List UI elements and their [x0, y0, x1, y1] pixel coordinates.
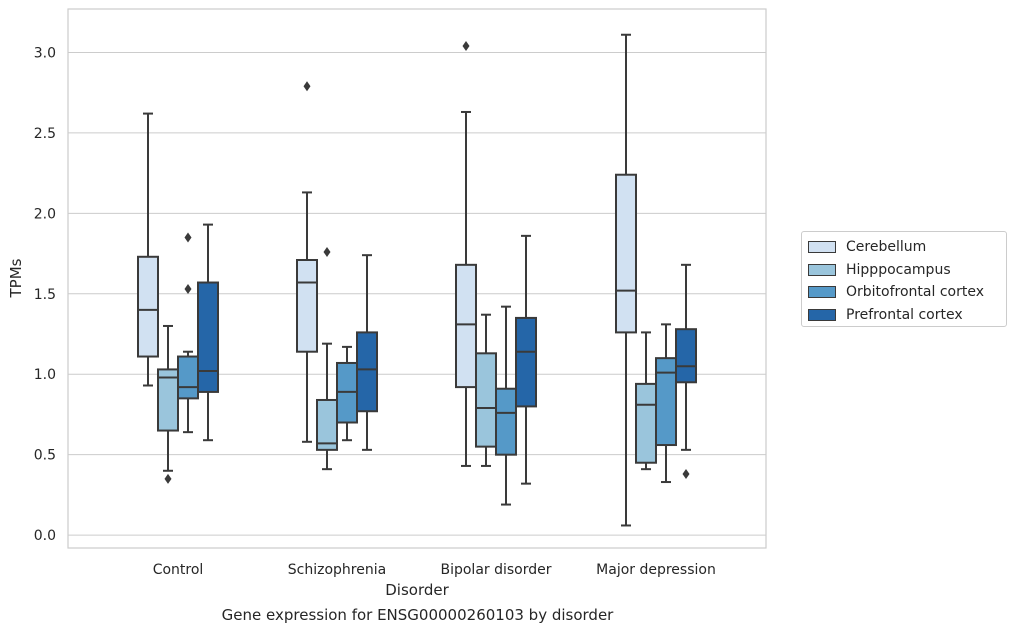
outlier-point [184, 232, 192, 243]
x-axis-title: Disorder [385, 581, 449, 599]
box [137, 112, 159, 387]
legend-swatch-hippocampus [808, 263, 836, 276]
legend-label-orbitofrontal-cortex: Orbitofrontal cortex [846, 284, 984, 301]
x-tick-label: Bipolar disorder [440, 562, 551, 578]
outlier-point [164, 473, 172, 484]
box-iqr [475, 352, 497, 448]
legend-swatch-cerebellum [808, 241, 836, 254]
box-iqr [455, 263, 477, 389]
box [495, 305, 517, 506]
x-tick-label: Control [153, 562, 204, 578]
y-axis-title: TPMs [7, 258, 25, 298]
box-iqr [137, 255, 159, 358]
legend-item-prefrontal-cortex: Prefrontal cortex [808, 304, 1006, 327]
series-3 [197, 223, 697, 485]
series-2 [177, 232, 677, 506]
outlier-point [682, 468, 690, 479]
box-iqr [675, 328, 697, 384]
legend-label-cerebellum: Cerebellum [846, 239, 927, 256]
legend-label-hippocampus: Hipppocampus [846, 261, 951, 278]
y-tick-labels: 0.0 0.5 1.0 1.5 2.0 2.5 3.0 [34, 45, 56, 544]
box-iqr [495, 387, 517, 456]
box-iqr [296, 258, 318, 353]
box-plot-series [137, 33, 697, 527]
x-tick-label: Schizophrenia [288, 562, 386, 578]
box [455, 41, 477, 467]
y-tick-label: 2.0 [34, 206, 56, 222]
box-iqr [316, 398, 338, 451]
box-iqr [157, 368, 179, 432]
series-1 [157, 246, 657, 484]
box-iqr [515, 316, 537, 408]
outlier-point [184, 283, 192, 294]
box [615, 33, 637, 527]
chart-caption: Gene expression for ENSG00000260103 by d… [221, 606, 614, 624]
legend-item-hippocampus: Hipppocampus [808, 259, 1006, 282]
box [316, 246, 338, 471]
box [515, 234, 537, 485]
y-tick-label: 2.5 [34, 126, 56, 142]
box-iqr [615, 173, 637, 334]
y-tick-label: 0.5 [34, 448, 56, 464]
box [635, 331, 657, 471]
box-iqr [197, 281, 219, 393]
grid-lines [68, 51, 766, 536]
box [177, 232, 199, 434]
box [655, 323, 677, 484]
legend-swatch-orbitofrontal-cortex [808, 286, 836, 299]
series-0 [137, 33, 637, 527]
y-tick-label: 3.0 [34, 45, 56, 61]
outlier-point [303, 81, 311, 92]
box [197, 223, 219, 442]
legend-item-orbitofrontal-cortex: Orbitofrontal cortex [808, 281, 1006, 304]
x-tick-label: Major depression [596, 562, 716, 578]
y-tick-label: 0.0 [34, 528, 56, 544]
box [296, 81, 318, 443]
box [356, 254, 378, 451]
legend: Cerebellum Hipppocampus Orbitofrontal co… [801, 231, 1007, 327]
box-iqr [177, 355, 199, 400]
box-iqr [655, 357, 677, 447]
legend-item-cerebellum: Cerebellum [808, 236, 1006, 259]
box-iqr [635, 382, 657, 464]
box [157, 324, 179, 484]
plot-frame [67, 8, 767, 549]
box-iqr [356, 331, 378, 413]
legend-label-prefrontal-cortex: Prefrontal cortex [846, 306, 963, 323]
box [336, 345, 358, 442]
x-tick-labels: Control Schizophrenia Bipolar disorder Majo… [153, 562, 716, 578]
outlier-point [462, 41, 470, 52]
outlier-point [323, 246, 331, 257]
box [475, 313, 497, 467]
y-tick-label: 1.0 [34, 367, 56, 383]
box [675, 263, 697, 479]
y-tick-label: 1.5 [34, 287, 56, 303]
legend-swatch-prefrontal-cortex [808, 308, 836, 321]
